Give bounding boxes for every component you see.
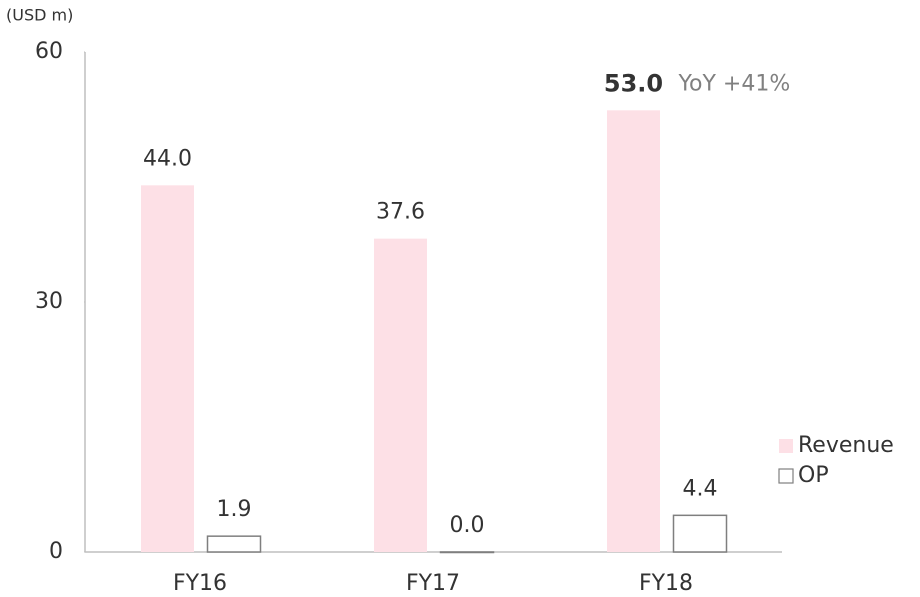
value-label: 53.0 xyxy=(604,69,663,97)
value-label: 1.9 xyxy=(217,497,252,522)
value-label: 37.6 xyxy=(376,200,425,225)
value-label: 4.4 xyxy=(683,476,718,501)
bar xyxy=(439,551,495,554)
legend-swatch xyxy=(779,439,793,453)
bar xyxy=(607,110,660,552)
value-label: 44.0 xyxy=(143,146,192,171)
x-tick-label: FY17 xyxy=(406,571,460,596)
legend-swatch xyxy=(778,468,794,484)
legend-label: Revenue xyxy=(798,433,894,458)
y-tick-label: 30 xyxy=(35,289,63,314)
bar xyxy=(141,185,194,553)
value-label: 0.0 xyxy=(450,513,485,538)
x-tick-label: FY16 xyxy=(173,571,227,596)
legend-label: OP xyxy=(798,463,829,488)
unit-label: (USD m) xyxy=(6,6,73,25)
annotation: YoY +41% xyxy=(678,71,791,96)
bar xyxy=(206,535,262,553)
x-tick-label: FY18 xyxy=(639,571,693,596)
y-tick-label: 60 xyxy=(35,39,63,64)
bar xyxy=(374,238,427,552)
y-tick-label: 0 xyxy=(49,539,63,564)
bar xyxy=(672,514,728,553)
